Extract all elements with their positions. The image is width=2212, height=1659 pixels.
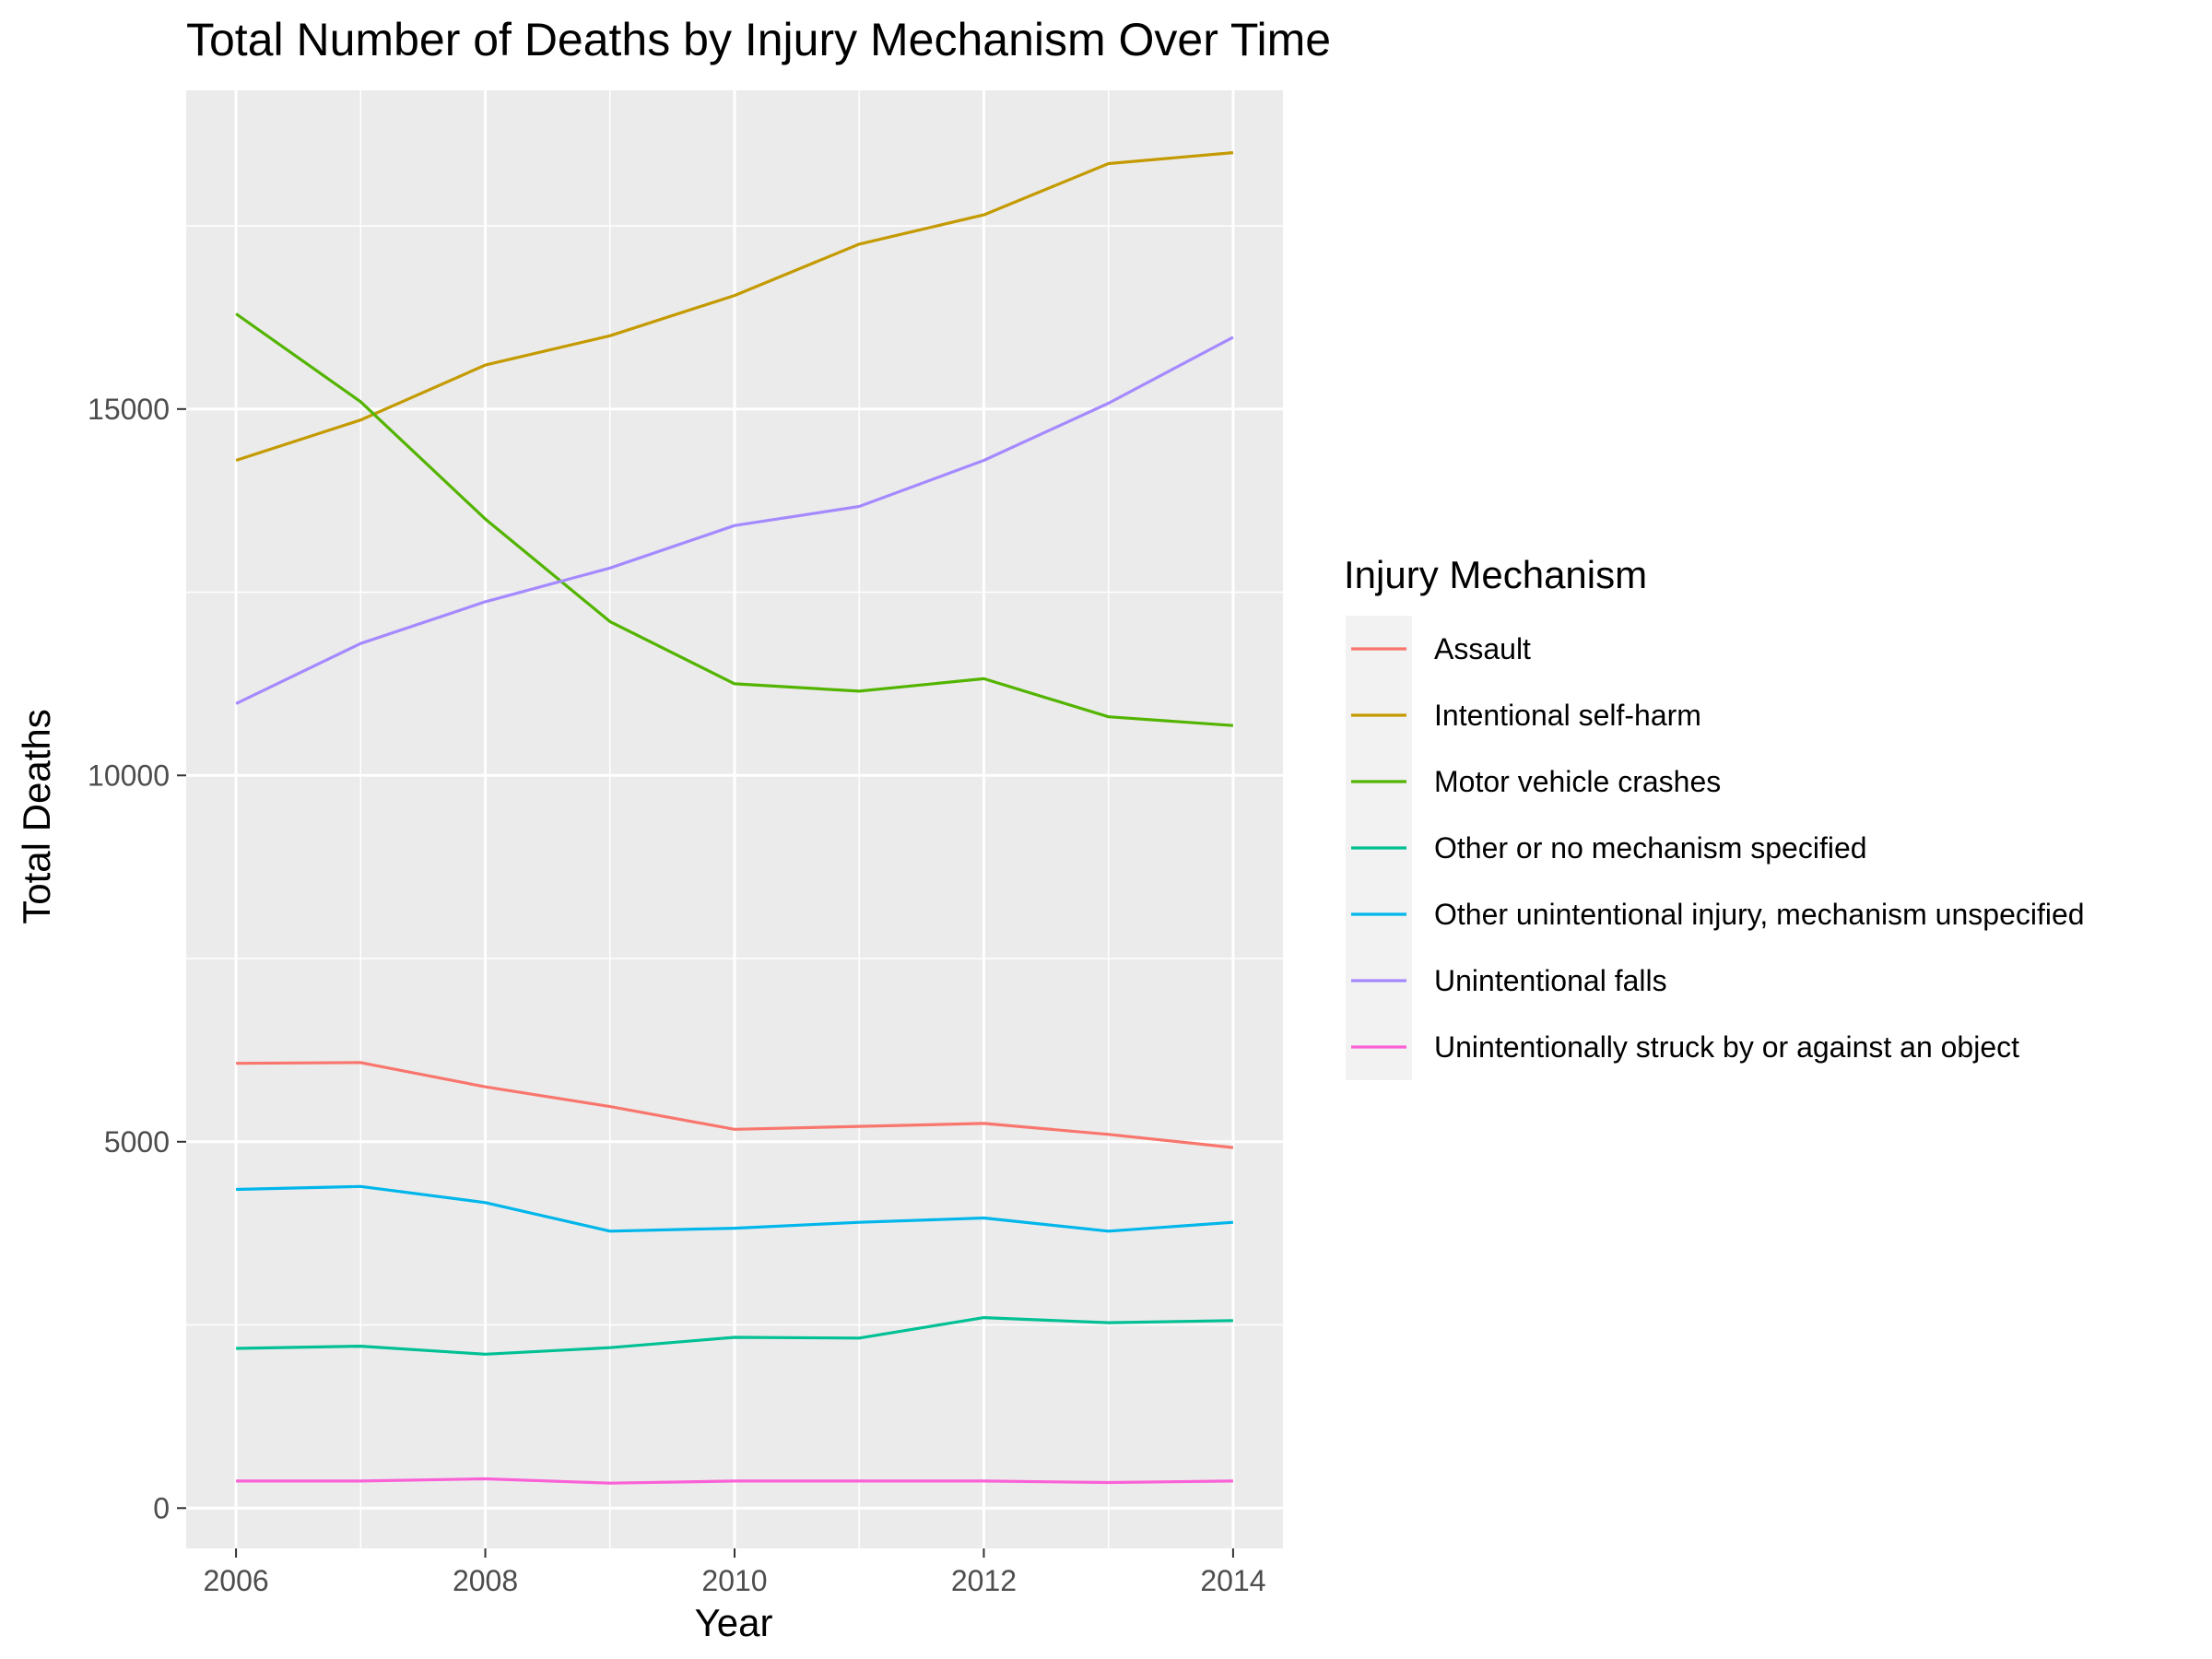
series-line-0 [236,1061,1234,1149]
legend-item: Intentional self-harm [1351,699,1701,732]
series-line-4 [236,1184,1234,1233]
legend-item: Other or no mechanism specified [1351,831,1867,865]
legend-label: Unintentionally struck by or against an … [1434,1030,2019,1064]
series-line-6 [236,1477,1233,1485]
legend-label: Other or no mechanism specified [1434,831,1867,865]
legend-label: Assault [1434,632,1531,665]
legend-item: Unintentional falls [1351,964,1667,997]
series-line-5 [235,335,1234,705]
y-axis: 0 5000 10000 15000 [88,393,186,1524]
x-tick-label: 2008 [453,1564,518,1597]
x-tick-label: 2014 [1200,1564,1265,1597]
legend-label: Other unintentional injury, mechanism un… [1434,898,2085,931]
legend-item: Other unintentional injury, mechanism un… [1351,898,2085,931]
x-axis-title: Year [695,1601,773,1644]
series-line-2 [235,312,1234,727]
chart-title: Total Number of Deaths by Injury Mechani… [186,14,1331,65]
series-line-1 [235,151,1234,463]
y-axis-title: Total Deaths [15,709,58,924]
legend-item: Unintentionally struck by or against an … [1351,1030,2019,1064]
x-tick-label: 2006 [203,1564,268,1597]
legend-title: Injury Mechanism [1344,553,1647,596]
legend-entries: Assault Intentional self-harm Motor vehicl… [1351,632,2085,1064]
y-tick-label: 5000 [104,1125,170,1159]
x-tick-label: 2012 [951,1564,1017,1597]
legend: Injury Mechanism Assault Intentional self… [1344,553,2085,1080]
x-axis: 2006 2008 2010 2012 2014 [203,1548,1266,1597]
y-tick-label: 10000 [88,759,170,792]
legend-label: Intentional self-harm [1434,699,1701,732]
x-tick-label: 2010 [701,1564,767,1597]
legend-label: Unintentional falls [1434,964,1667,997]
y-tick-label: 15000 [88,393,170,426]
grid-major [186,90,1283,1548]
legend-label: Motor vehicle crashes [1434,765,1721,798]
legend-item: Assault [1351,632,1531,665]
y-tick-label: 0 [153,1491,170,1524]
legend-item: Motor vehicle crashes [1351,765,1721,798]
series-lines [235,151,1234,1485]
series-line-3 [236,1315,1233,1356]
